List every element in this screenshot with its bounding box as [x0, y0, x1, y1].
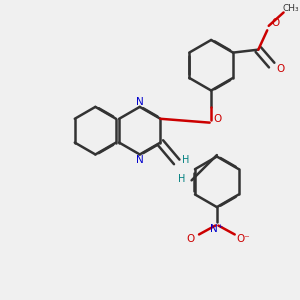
- Text: O: O: [187, 234, 195, 244]
- Text: N: N: [136, 97, 144, 106]
- Text: H: H: [182, 155, 189, 165]
- Text: O⁻: O⁻: [237, 234, 250, 244]
- Text: CH₃: CH₃: [283, 4, 299, 13]
- Text: O: O: [214, 114, 222, 124]
- Text: H: H: [178, 174, 186, 184]
- Text: O: O: [276, 64, 284, 74]
- Text: N: N: [136, 155, 144, 165]
- Text: N⁺: N⁺: [210, 224, 224, 233]
- Text: O: O: [272, 18, 280, 28]
